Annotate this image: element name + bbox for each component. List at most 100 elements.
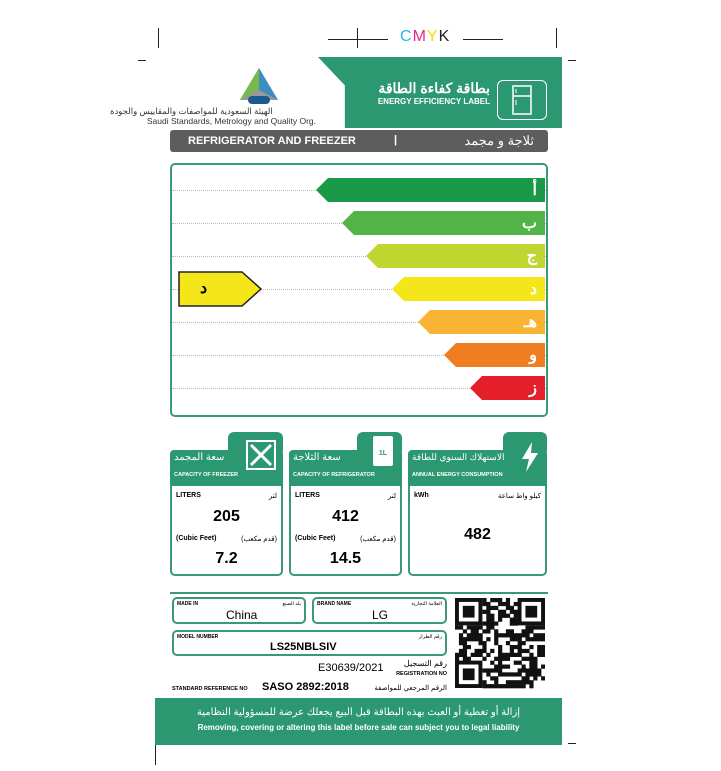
model-field: MODEL NUMBER رقم الطراز LS25NBLSIV [172, 630, 447, 656]
qr-code[interactable] [455, 598, 546, 690]
category-en: REFRIGERATOR AND FREEZER [188, 135, 356, 147]
brand-value: LG [372, 608, 389, 622]
milk-carton-icon: 1L [373, 436, 393, 466]
crop-mark [357, 28, 358, 48]
refrigerator-title-ar: سعة الثلاجة [293, 452, 341, 463]
crop-mark [463, 39, 503, 40]
freezer-title-en: CAPACITY OF FREEZER [174, 472, 238, 478]
model-label-en: MODEL NUMBER [177, 634, 219, 640]
y: Y [426, 28, 439, 45]
category-bar: REFRIGERATOR AND FREEZER | ثلاجة و مجمد [170, 130, 548, 152]
k: K [438, 28, 451, 45]
made-in-label-ar: بلد الصنع [282, 601, 301, 607]
fridge-icon [497, 80, 547, 120]
crop-mark [328, 39, 388, 40]
category-ar: ثلاجة و مجمد [464, 133, 534, 148]
label-header [318, 57, 562, 128]
standard-label-en: STANDARD REFERENCE NO [172, 686, 248, 692]
org-name-en: Saudi Standards, Metrology and Quality O… [146, 116, 316, 126]
header-title-en: ENERGY EFFICIENCY LABEL [377, 97, 490, 106]
refrigerator-capacity-panel: سعة الثلاجة CAPACITY OF REFRIGERATOR 1L … [289, 432, 402, 576]
standard-label-ar: الرقم المرجعي للمواصفة [374, 685, 447, 692]
guide-line [172, 355, 546, 356]
rating-class-label: ج [526, 248, 537, 265]
registration-label-ar: رقم التسجيل [403, 659, 447, 668]
rating-arrow-4: هـ [418, 310, 545, 334]
guide-line [172, 256, 546, 257]
crop-mark [158, 28, 159, 48]
rating-class-label: ز [529, 380, 537, 397]
freezer-capacity-panel: سعة المجمد CAPACITY OF FREEZER LITERS لت… [170, 432, 283, 576]
freezer-liters-value: 205 [213, 508, 240, 525]
freezer-unit2-ar: (قدم مكعب) [241, 536, 277, 543]
rating-arrow-2: ج [366, 244, 545, 268]
header-title: بطاقة كفاءة الطاقة ENERGY EFFICIENCY LAB… [360, 80, 490, 106]
energy-unit-ar: كيلو واط ساعة [498, 493, 541, 500]
freezer-unit-en: LITERS [176, 492, 201, 499]
current-rating-indicator: د [178, 271, 262, 307]
crop-mark [568, 743, 576, 744]
freezer-unit2-en: (Cubic Feet) [176, 535, 217, 542]
saso-logo [238, 66, 280, 106]
refrigerator-cuft-value: 14.5 [329, 550, 362, 567]
rating-arrow-0: أ [316, 178, 545, 202]
made-in-field: MADE IN بلد الصنع China [172, 597, 306, 624]
freezer-cuft-value: 7.2 [215, 550, 238, 567]
refrigerator-title-en: CAPACITY OF REFRIGERATOR [293, 472, 375, 478]
freezer-unit-ar: لتر [268, 493, 277, 500]
rating-scale [170, 163, 548, 417]
energy-title-ar: الاستهلاك السنوي للطاقة [412, 452, 505, 462]
refrigerator-liters-value: 412 [332, 508, 359, 525]
refrigerator-unit2-ar: (قدم مكعب) [360, 536, 396, 543]
energy-title-en: ANNUAL ENERGY CONSUMPTION [412, 472, 503, 478]
org-name-ar: الهيئة السعودية للمواصفات والمقاييس والج… [110, 106, 273, 116]
energy-consumption-panel: الاستهلاك السنوي للطاقة ANNUAL ENERGY CO… [408, 432, 547, 576]
header-title-ar: بطاقة كفاءة الطاقة [378, 80, 490, 96]
brand-label-ar: العلامة التجارية [411, 601, 442, 607]
legal-footer: إزالة أو تغطية أو العبث بهذه البطاقة قبل… [155, 698, 562, 745]
crop-mark [138, 60, 146, 61]
rating-class-label: د [529, 281, 537, 298]
registration-number: E30639/2021 [318, 662, 384, 674]
guide-line [172, 322, 546, 323]
refrigerator-unit-en: LITERS [295, 492, 320, 499]
refrigerator-unit-ar: لتر [387, 493, 396, 500]
energy-kwh-value: 482 [464, 526, 491, 543]
rating-arrow-6: ز [470, 376, 545, 400]
rating-arrow-3: د [392, 277, 545, 301]
rating-class-label: و [529, 347, 537, 364]
crop-mark [155, 745, 156, 765]
rating-class-label: أ [532, 182, 537, 199]
cmyk-mark: CMYK [400, 28, 450, 46]
rating-arrow-5: و [444, 343, 545, 367]
footer-text-ar: إزالة أو تغطية أو العبث بهذه البطاقة قبل… [196, 707, 521, 718]
divider [170, 592, 548, 594]
registration-label-en: REGISTRATION NO [396, 671, 447, 677]
made-in-value: China [226, 608, 258, 622]
org-name: الهيئة السعودية للمواصفات والمقاييس والج… [110, 106, 316, 126]
m: M [412, 28, 427, 45]
current-rating-label: د [200, 280, 208, 297]
refrigerator-unit2-en: (Cubic Feet) [295, 535, 336, 542]
freezer-title-ar: سعة المجمد [174, 452, 225, 463]
footer-text-en: Removing, covering or altering this labe… [197, 723, 520, 732]
rating-class-label: هـ [523, 314, 537, 331]
crop-mark [556, 28, 557, 48]
made-in-label-en: MADE IN [177, 601, 199, 607]
rating-class-label: ب [521, 215, 537, 232]
brand-label-en: BRAND NAME [317, 601, 352, 607]
crop-mark [568, 60, 576, 61]
panel-tab [503, 432, 547, 452]
expand-arrows-icon [246, 440, 276, 470]
guide-line [172, 289, 546, 290]
brand-field: BRAND NAME العلامة التجارية LG [312, 597, 447, 624]
c: C [400, 28, 413, 45]
standard-value: SASO 2892:2018 [262, 681, 349, 693]
energy-unit-en: kWh [414, 492, 429, 499]
model-value: LS25NBLSIV [270, 641, 337, 653]
category-separator: | [394, 134, 398, 146]
model-label-ar: رقم الطراز [418, 634, 442, 640]
rating-arrow-1: ب [342, 211, 545, 235]
guide-line [172, 388, 546, 389]
lightning-icon [520, 442, 540, 477]
